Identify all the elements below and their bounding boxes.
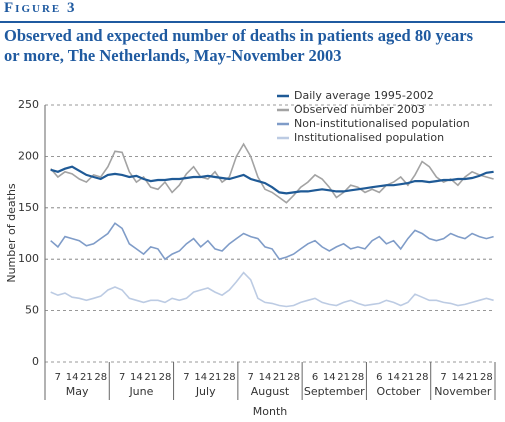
month-label: September — [304, 385, 365, 398]
x-tick-label: 21 — [80, 372, 93, 383]
header-rule — [0, 21, 505, 23]
x-tick-label: 14 — [387, 372, 400, 383]
x-tick-label: 28 — [351, 372, 364, 383]
x-tick-label: 28 — [287, 372, 300, 383]
x-tick-label: 14 — [259, 372, 272, 383]
legend-label: Institutionalised population — [294, 131, 444, 144]
x-tick-label: 14 — [66, 372, 79, 383]
y-tick-label: 150 — [18, 201, 39, 214]
series-line — [50, 142, 494, 204]
month-label: July — [195, 385, 216, 398]
x-tick-label: 28 — [159, 372, 172, 383]
month-label: May — [66, 385, 89, 398]
x-tick-label: 7 — [440, 372, 446, 383]
figure-label: Figure 3 — [4, 0, 77, 16]
chart-title: Observed and expected number of deaths i… — [4, 26, 474, 65]
month-label: October — [377, 385, 421, 398]
x-tick-label: 7 — [183, 372, 189, 383]
y-tick-label: 100 — [18, 252, 39, 265]
x-tick-label: 28 — [480, 372, 493, 383]
x-tick-label: 28 — [94, 372, 107, 383]
x-tick-label: 21 — [209, 372, 222, 383]
legend-label: Daily average 1995-2002 — [294, 89, 434, 102]
y-tick-label: 0 — [32, 355, 39, 368]
x-tick-label: 14 — [194, 372, 207, 383]
x-tick-label: 14 — [451, 372, 464, 383]
x-tick-label: 7 — [119, 372, 125, 383]
y-axis-label: Number of deaths — [5, 183, 18, 283]
x-tick-label: 14 — [130, 372, 143, 383]
month-label: August — [251, 385, 290, 398]
y-tick-label: 250 — [18, 98, 39, 111]
x-tick-label: 21 — [273, 372, 286, 383]
month-label: June — [128, 385, 153, 398]
x-tick-label: 7 — [55, 372, 61, 383]
x-tick-label: 21 — [466, 372, 479, 383]
series-line — [50, 271, 494, 308]
x-tick-label: 6 — [376, 372, 382, 383]
legend-label: Observed number 2003 — [294, 103, 425, 116]
x-tick-label: 7 — [248, 372, 254, 383]
series-line — [50, 222, 494, 261]
month-label: November — [434, 385, 492, 398]
x-tick-label: 28 — [416, 372, 429, 383]
y-tick-label: 200 — [18, 149, 39, 162]
x-tick-label: 14 — [323, 372, 336, 383]
x-axis-label: Month — [253, 405, 288, 418]
series-line — [50, 165, 494, 195]
x-tick-label: 6 — [312, 372, 318, 383]
x-tick-label: 21 — [401, 372, 414, 383]
x-tick-label: 21 — [337, 372, 350, 383]
y-tick-label: 50 — [25, 304, 39, 317]
x-tick-label: 28 — [223, 372, 236, 383]
legend-label: Non-institutionalised population — [294, 117, 470, 130]
x-tick-label: 21 — [144, 372, 157, 383]
